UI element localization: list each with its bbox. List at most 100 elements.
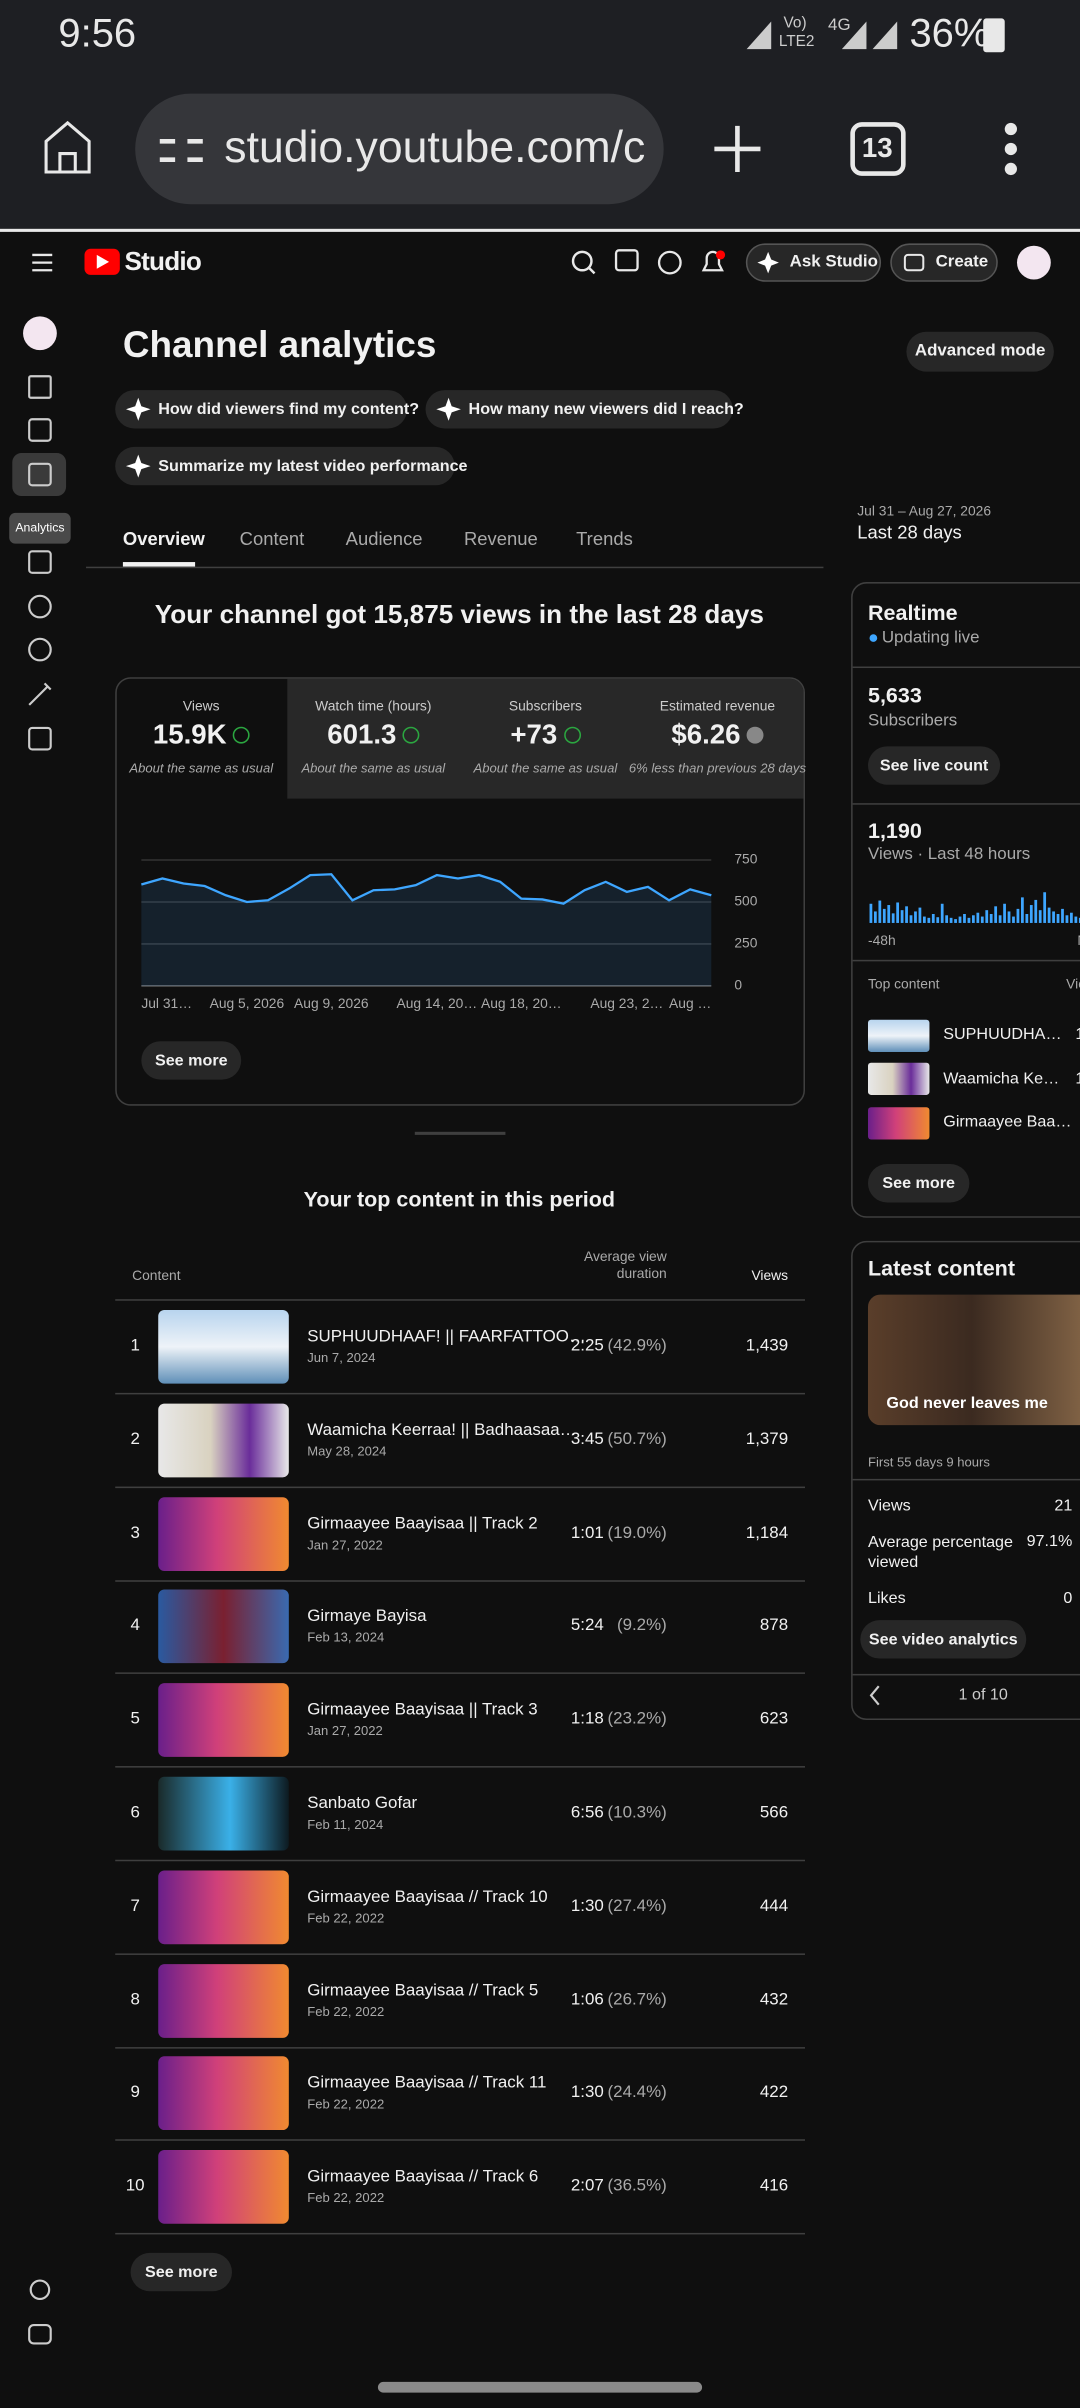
see-video-analytics[interactable]: See video analytics [868, 1629, 1018, 1649]
thumbnail[interactable] [158, 1309, 289, 1384]
metric-value: 601.3 [327, 719, 397, 750]
metric-value-row[interactable]: $6.26 [671, 719, 764, 752]
prompt[interactable]: How did viewers find my content? [158, 399, 420, 419]
percent: (50.7%) [607, 1430, 667, 1449]
video-title[interactable]: Girmaayee Baayisaa // Track 6 [307, 2167, 539, 2187]
video-title[interactable]: Girmaayee Baayisaa // Track 11 [307, 2074, 547, 2093]
metric-label[interactable]: Estimated revenue [659, 698, 776, 714]
metric-status-icon [746, 727, 764, 745]
bar [1043, 892, 1047, 923]
bar [963, 913, 966, 923]
sidebar-selected [12, 453, 67, 497]
metric-value-row[interactable]: 15.9K [153, 719, 250, 752]
advanced-mode[interactable]: Advanced mode [914, 341, 1046, 360]
url-bar[interactable] [135, 93, 664, 205]
latest-thumbnail[interactable] [867, 1294, 1080, 1426]
duration: 6:56 [570, 1803, 604, 1822]
thumbnail[interactable] [867, 1062, 930, 1096]
item-title[interactable]: Girmaayee Baa… [943, 1113, 1072, 1132]
views: 623 [759, 1710, 789, 1729]
metric-value-row[interactable]: +73 [510, 719, 581, 752]
headline: Your channel got 15,875 views in the las… [154, 600, 764, 630]
metric-status-icon [232, 727, 250, 745]
rank: 6 [130, 1803, 140, 1822]
thumbnail[interactable] [158, 1590, 289, 1664]
metric-label[interactable]: Watch time (hours) [315, 698, 432, 714]
see-more[interactable]: See more [154, 1050, 228, 1070]
y-tick-label: 250 [734, 935, 757, 951]
prompt-chip[interactable] [115, 390, 408, 429]
ask-studio[interactable]: Ask Studio [789, 252, 878, 271]
period[interactable]: Last 28 days [857, 521, 962, 544]
bar [896, 902, 900, 923]
tab[interactable]: Content [239, 527, 305, 550]
see-more-bg[interactable] [867, 1164, 970, 1203]
item-title[interactable]: SUPHUUDHA… [943, 1025, 1062, 1044]
prompt-chip[interactable] [425, 390, 733, 429]
video-title[interactable]: Girmaayee Baayisaa // Track 5 [307, 1981, 539, 2000]
thumbnail[interactable] [158, 1870, 289, 1944]
thumbnail[interactable] [867, 1018, 930, 1052]
tab[interactable]: Audience [345, 527, 423, 550]
prompt[interactable]: Summarize my latest video performance [158, 456, 468, 475]
video-title[interactable]: Girmaayee Baayisaa // Track 10 [307, 1887, 548, 1907]
video-title[interactable]: Sanbato Gofar [307, 1794, 418, 1813]
bar [971, 915, 975, 923]
item-title[interactable]: Waamicha Ke… [943, 1069, 1060, 1088]
see-more[interactable]: See more [882, 1173, 956, 1193]
video-title[interactable]: SUPHUUDHAAF! || FAARFATTOO… [307, 1327, 586, 1346]
rank: 5 [130, 1710, 140, 1729]
video-title[interactable]: Girmaayee Baayisaa || Track 2 [307, 1514, 538, 1533]
latest-video[interactable]: God never leaves me [886, 1393, 1048, 1413]
thumbnail[interactable] [158, 1776, 289, 1851]
see-video-analytics-bg[interactable] [860, 1620, 1027, 1659]
metric-label[interactable]: Views [182, 698, 220, 714]
url[interactable]: studio.youtube.com/c [224, 123, 646, 173]
top-content-title: Your top content in this period [303, 1186, 616, 1212]
video-date: Jun 7, 2024 [307, 1349, 376, 1366]
video-title[interactable]: Girmaayee Baayisaa || Track 3 [307, 1700, 538, 1720]
latest-title: Latest content [867, 1255, 1015, 1281]
tab[interactable]: Revenue [463, 527, 538, 550]
battery: 36% [909, 9, 990, 56]
see-more-bg[interactable] [130, 2252, 232, 2292]
metric-label[interactable]: Subscribers [508, 698, 582, 714]
thumbnail[interactable] [158, 2056, 289, 2131]
tab[interactable]: Overview [122, 527, 205, 550]
home-indicator [377, 2381, 703, 2393]
x-tick-label: Aug … [669, 995, 711, 1011]
stat-value: 21 [1054, 1496, 1073, 1516]
item-views: 1 [1075, 1025, 1080, 1044]
see-live-count-bg[interactable] [867, 746, 1001, 785]
row-divider [115, 1953, 806, 1955]
prompt[interactable]: How many new viewers did I reach? [468, 399, 744, 419]
metric-value: +73 [510, 719, 558, 750]
thumbnail[interactable] [867, 1107, 930, 1140]
see-live-count[interactable]: See live count [879, 755, 989, 775]
metric-value-row[interactable]: 601.3 [327, 719, 420, 752]
thumbnail[interactable] [158, 1963, 289, 2038]
advanced-mode-bg[interactable] [906, 331, 1054, 372]
see-more[interactable]: See more [144, 2262, 218, 2281]
bar [1070, 912, 1073, 923]
create[interactable]: Create [935, 252, 989, 271]
bar [1021, 897, 1024, 923]
bar [873, 911, 877, 923]
tab[interactable]: Trends [576, 527, 633, 550]
bar [1016, 908, 1020, 923]
thumbnail[interactable] [158, 1403, 289, 1478]
thumbnail[interactable] [158, 1496, 289, 1571]
prompt-chip[interactable] [115, 446, 455, 486]
duration: 1:18 [570, 1710, 604, 1729]
video-title[interactable]: Girmaye Bayisa [307, 1607, 427, 1626]
bar [1061, 908, 1064, 923]
rank: 3 [130, 1523, 140, 1542]
see-more-bg[interactable] [141, 1041, 242, 1080]
thumbnail[interactable] [158, 1683, 289, 1758]
tooltip-bg [9, 512, 71, 544]
thumbnail[interactable] [158, 2150, 289, 2224]
video-title[interactable]: Waamicha Keerraa! || Badhaasaa… [307, 1420, 577, 1440]
percent: (26.7%) [607, 1990, 667, 2009]
tab-count[interactable]: 13 [861, 132, 893, 164]
metric-note: About the same as usual [473, 760, 618, 776]
